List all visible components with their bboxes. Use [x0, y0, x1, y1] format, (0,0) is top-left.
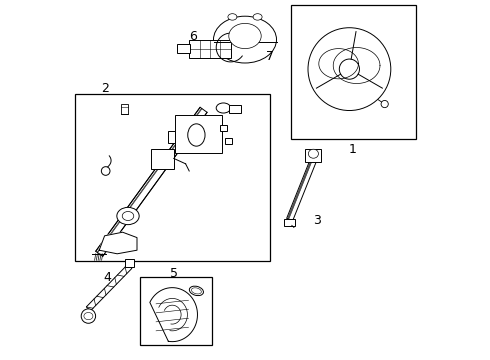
Ellipse shape [192, 288, 201, 294]
Text: 5: 5 [170, 267, 178, 280]
Text: 7: 7 [266, 50, 274, 63]
Ellipse shape [308, 28, 391, 111]
Ellipse shape [122, 212, 134, 220]
Text: 2: 2 [100, 82, 109, 95]
Text: 6: 6 [189, 30, 197, 42]
Bar [189, 40, 231, 58]
Bar [125, 259, 134, 267]
Bar [291, 5, 416, 139]
Text: 3: 3 [313, 214, 321, 227]
Ellipse shape [253, 14, 262, 20]
Text: 1: 1 [349, 143, 357, 156]
Polygon shape [99, 232, 137, 254]
Bar [75, 94, 270, 261]
Ellipse shape [84, 312, 93, 320]
Bar [305, 149, 321, 162]
Bar [175, 115, 221, 153]
Ellipse shape [117, 207, 139, 225]
Circle shape [101, 167, 110, 175]
Bar [121, 104, 128, 114]
Circle shape [81, 309, 96, 323]
Bar [229, 105, 242, 113]
Ellipse shape [229, 23, 261, 49]
Bar [220, 125, 227, 131]
Ellipse shape [339, 59, 360, 79]
Bar [140, 277, 212, 345]
Ellipse shape [188, 124, 205, 146]
Circle shape [381, 100, 388, 108]
Bar [168, 131, 175, 143]
Ellipse shape [189, 286, 203, 296]
Polygon shape [287, 159, 317, 221]
Polygon shape [96, 107, 207, 256]
Ellipse shape [308, 149, 318, 158]
Polygon shape [150, 288, 197, 342]
Bar [151, 149, 174, 169]
Bar [176, 44, 190, 53]
Bar [284, 219, 295, 226]
Ellipse shape [214, 16, 276, 63]
Polygon shape [86, 264, 132, 311]
Ellipse shape [228, 14, 237, 20]
Text: 4: 4 [103, 271, 111, 284]
Ellipse shape [216, 103, 231, 113]
Bar [225, 138, 232, 144]
